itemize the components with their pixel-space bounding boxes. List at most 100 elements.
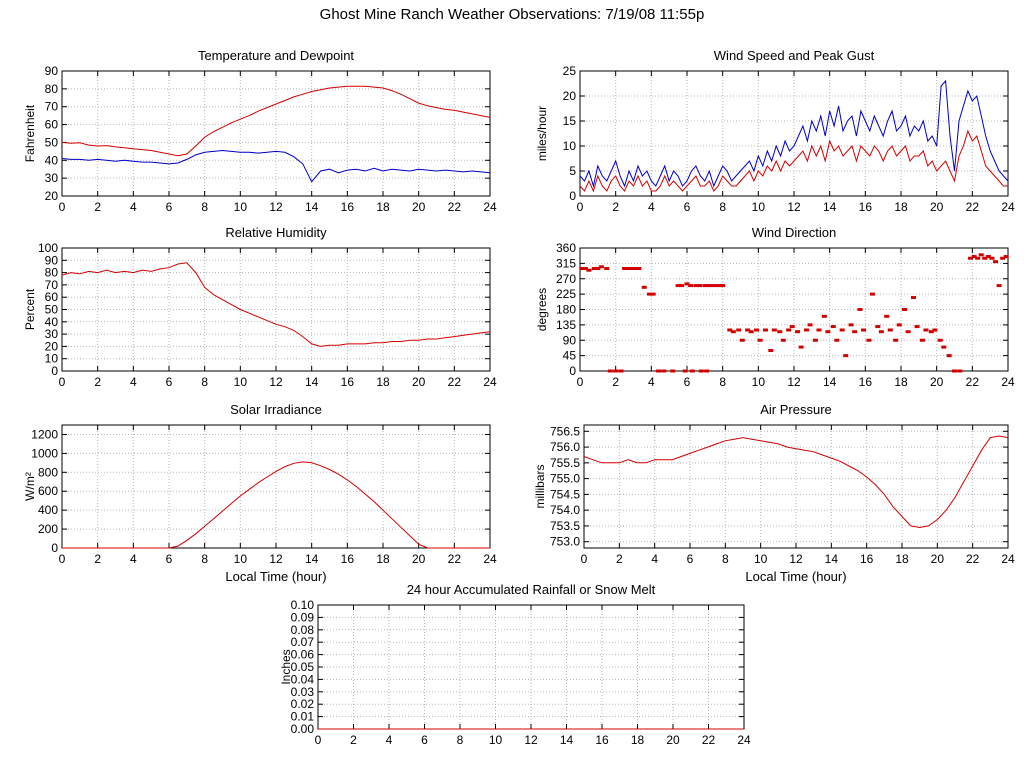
svg-text:135: 135 [556, 318, 576, 332]
svg-text:6: 6 [166, 375, 173, 389]
svg-text:W/m²: W/m² [23, 472, 37, 501]
chart-rainfall: 0 2 4 6 8 10 12 14 16 18 20 22 24 0.00 0.01 0.02 0.03 0.0… [276, 574, 756, 759]
svg-text:24: 24 [1001, 375, 1015, 389]
svg-text:18: 18 [631, 733, 645, 747]
svg-text:2: 2 [94, 552, 101, 566]
svg-text:800: 800 [38, 465, 58, 479]
svg-text:0: 0 [59, 375, 66, 389]
svg-text:10: 10 [563, 139, 577, 153]
svg-text:12: 12 [269, 552, 283, 566]
svg-text:10: 10 [752, 375, 766, 389]
svg-text:0.10: 0.10 [291, 598, 315, 612]
chart-canvas-rainfall: 0 2 4 6 8 10 12 14 16 18 20 22 240.000.010.020.030.0… [279, 582, 751, 747]
svg-text:22: 22 [448, 552, 462, 566]
svg-text:60: 60 [45, 290, 59, 304]
svg-text:Percent: Percent [23, 288, 37, 330]
chart-air-pressure: 0 2 4 6 8 10 12 14 16 18 20 22 24 753.0 753.5 754.0 754.… [533, 394, 1016, 599]
svg-text:20: 20 [931, 552, 945, 566]
svg-text:0: 0 [51, 541, 58, 555]
svg-text:756.5: 756.5 [550, 424, 580, 438]
svg-text:20: 20 [412, 200, 426, 214]
svg-text:600: 600 [38, 484, 58, 498]
svg-text:16: 16 [859, 375, 873, 389]
svg-text:22: 22 [448, 200, 462, 214]
svg-text:20: 20 [412, 375, 426, 389]
svg-text:20: 20 [45, 189, 59, 203]
svg-text:60: 60 [45, 118, 59, 132]
svg-text:22: 22 [966, 375, 980, 389]
svg-text:70: 70 [45, 100, 59, 114]
svg-text:0.08: 0.08 [291, 623, 315, 637]
svg-text:0: 0 [59, 552, 66, 566]
svg-text:24: 24 [737, 733, 751, 747]
svg-text:miles/hour: miles/hour [535, 106, 549, 161]
svg-text:1200: 1200 [31, 427, 58, 441]
svg-text:80: 80 [45, 266, 59, 280]
svg-text:360: 360 [556, 241, 576, 255]
svg-text:14: 14 [825, 552, 839, 566]
svg-text:45: 45 [563, 349, 577, 363]
chart-wind-speed-gust: 0 2 4 6 8 10 12 14 16 18 20 22 24 0 5 10 15 20 25 Wind Spee… [534, 40, 1016, 225]
svg-text:0: 0 [569, 189, 576, 203]
svg-text:8: 8 [719, 200, 726, 214]
svg-text:70: 70 [45, 278, 59, 292]
svg-text:753.0: 753.0 [550, 535, 580, 549]
svg-text:0.06: 0.06 [291, 648, 315, 662]
svg-text:Local Time (hour): Local Time (hour) [745, 569, 846, 584]
svg-text:Wind Speed and Peak Gust: Wind Speed and Peak Gust [714, 48, 875, 63]
svg-text:Inches: Inches [279, 649, 293, 684]
svg-text:6: 6 [684, 200, 691, 214]
svg-text:0.03: 0.03 [291, 685, 315, 699]
svg-text:18: 18 [376, 200, 390, 214]
svg-text:90: 90 [45, 253, 59, 267]
svg-text:22: 22 [966, 552, 980, 566]
svg-text:0: 0 [569, 364, 576, 378]
svg-text:1000: 1000 [31, 446, 58, 460]
svg-text:6: 6 [687, 552, 694, 566]
svg-text:20: 20 [563, 89, 577, 103]
svg-text:0: 0 [577, 375, 584, 389]
svg-text:24 hour Accumulated Rainfall o: 24 hour Accumulated Rainfall or Snow Mel… [407, 582, 656, 597]
svg-text:30: 30 [45, 327, 59, 341]
chart-wind-direction: 0 2 4 6 8 10 12 14 16 18 20 22 24 0 45 90 135 180 225 270 31… [534, 217, 1016, 400]
svg-text:24: 24 [1001, 552, 1015, 566]
svg-text:0.07: 0.07 [291, 635, 315, 649]
svg-text:Temperature and Dewpoint: Temperature and Dewpoint [198, 48, 354, 63]
svg-text:degrees: degrees [535, 288, 549, 331]
svg-text:14: 14 [823, 200, 837, 214]
svg-text:20: 20 [930, 200, 944, 214]
svg-text:754.5: 754.5 [550, 487, 580, 501]
chart-canvas-solar: 0 2 4 6 8 10 12 14 16 18 20 22 240200400600800100012… [23, 402, 497, 584]
svg-text:754.0: 754.0 [550, 503, 580, 517]
svg-text:2: 2 [612, 200, 619, 214]
svg-text:16: 16 [595, 733, 609, 747]
svg-text:10: 10 [234, 552, 248, 566]
svg-text:18: 18 [376, 375, 390, 389]
svg-text:4: 4 [651, 552, 658, 566]
svg-text:270: 270 [556, 272, 576, 286]
chart-temperature-dewpoint: 0 2 4 6 8 10 12 14 16 18 20 22 24 20 30 40 50 60 70 80 90 Tem… [20, 40, 502, 225]
svg-text:90: 90 [563, 333, 577, 347]
svg-text:22: 22 [702, 733, 716, 747]
svg-text:6: 6 [421, 733, 428, 747]
svg-text:8: 8 [457, 733, 464, 747]
svg-text:16: 16 [860, 552, 874, 566]
svg-text:20: 20 [412, 552, 426, 566]
svg-text:0.00: 0.00 [291, 722, 315, 736]
svg-text:6: 6 [684, 375, 691, 389]
svg-text:12: 12 [789, 552, 803, 566]
svg-text:12: 12 [269, 200, 283, 214]
svg-text:180: 180 [556, 303, 576, 317]
svg-text:753.5: 753.5 [550, 519, 580, 533]
svg-text:90: 90 [45, 64, 59, 78]
svg-text:2: 2 [616, 552, 623, 566]
svg-text:14: 14 [305, 552, 319, 566]
svg-text:400: 400 [38, 503, 58, 517]
svg-text:Relative Humidity: Relative Humidity [225, 225, 327, 240]
svg-text:40: 40 [45, 315, 59, 329]
chart-canvas-humidity: 0 2 4 6 8 10 12 14 16 18 20 22 240102030405060708090… [23, 225, 497, 389]
svg-text:14: 14 [305, 200, 319, 214]
svg-text:0.01: 0.01 [291, 710, 315, 724]
svg-text:225: 225 [556, 287, 576, 301]
svg-text:5: 5 [569, 164, 576, 178]
